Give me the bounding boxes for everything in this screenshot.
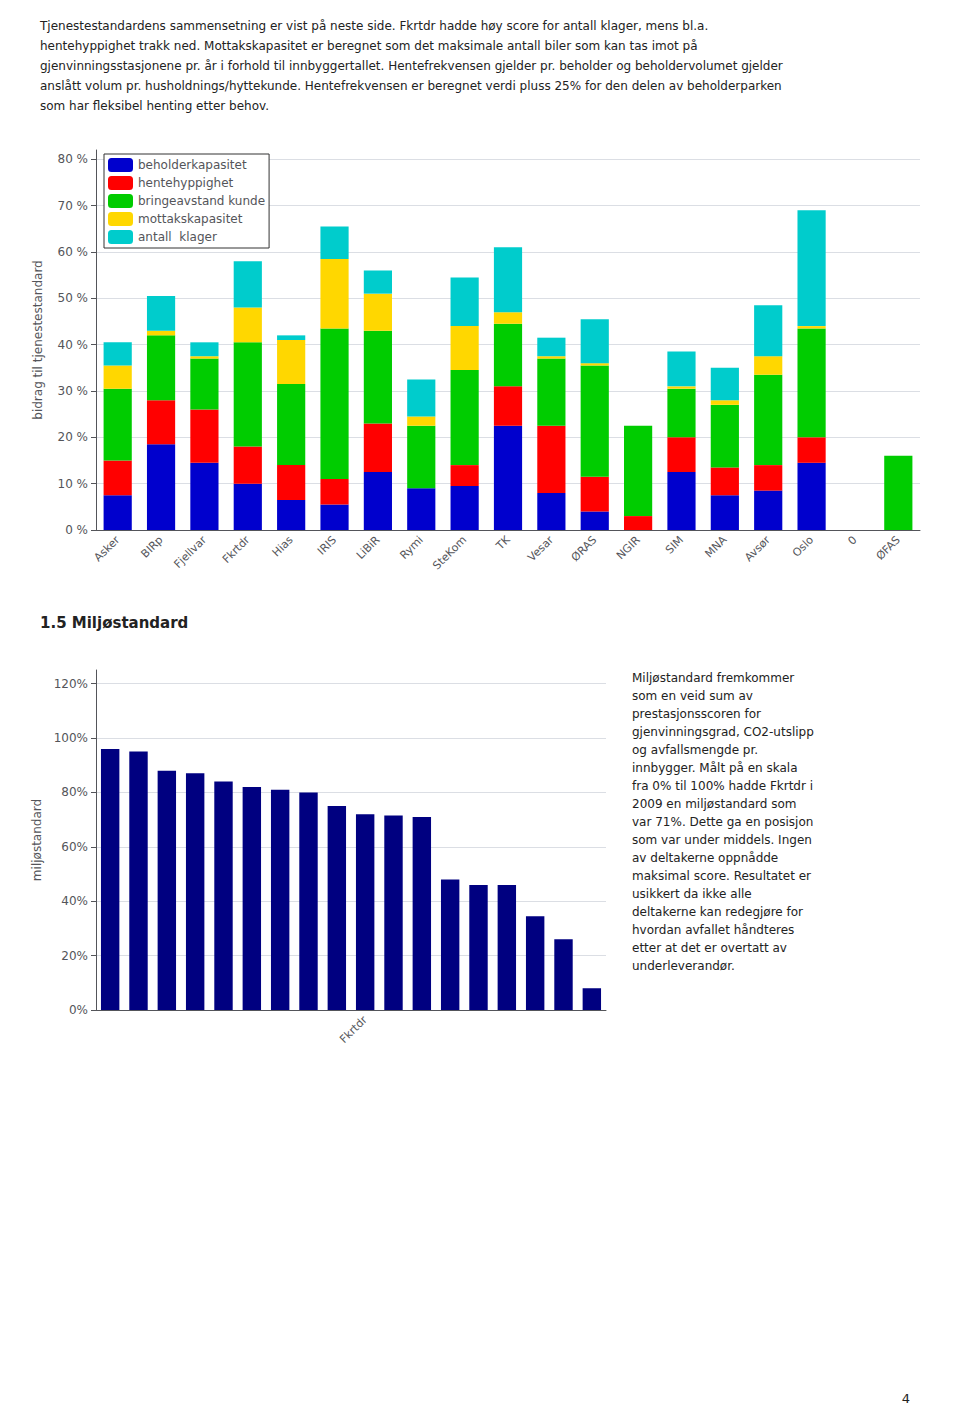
svg-text:som har fleksibel henting ette: som har fleksibel henting etter behov.	[40, 99, 269, 113]
svg-text:IRIS: IRIS	[315, 533, 339, 557]
svg-text:innbygger. Målt på en skala: innbygger. Målt på en skala	[632, 761, 798, 775]
svg-text:hentehyppighet: hentehyppighet	[138, 176, 234, 190]
svg-text:Fkrtdr: Fkrtdr	[337, 1013, 370, 1046]
svg-text:deltakerne kan redegjøre for: deltakerne kan redegjøre for	[632, 905, 803, 919]
svg-text:1.5 Miljøstandard: 1.5 Miljøstandard	[40, 614, 188, 632]
svg-text:ØFAS: ØFAS	[874, 533, 903, 562]
svg-text:bringeavstand kunde: bringeavstand kunde	[138, 194, 265, 208]
svg-text:prestasjonsscoren for: prestasjonsscoren for	[632, 707, 761, 721]
svg-text:20 %: 20 %	[58, 430, 89, 444]
svg-text:2009 en miljøstandard som: 2009 en miljøstandard som	[632, 797, 797, 811]
svg-text:60 %: 60 %	[58, 245, 89, 259]
svg-text:Miljøstandard fremkommer: Miljøstandard fremkommer	[632, 671, 794, 685]
svg-text:Rymi: Rymi	[397, 533, 425, 561]
svg-text:Fkrtdr: Fkrtdr	[220, 533, 253, 566]
svg-text:maksimal score. Resultatet er: maksimal score. Resultatet er	[632, 869, 811, 883]
svg-text:SteKom: SteKom	[430, 533, 469, 572]
svg-text:som en veid sum av: som en veid sum av	[632, 689, 753, 703]
svg-text:som var under middels. Ingen: som var under middels. Ingen	[632, 833, 812, 847]
svg-text:TK: TK	[493, 533, 513, 553]
svg-text:40%: 40%	[61, 894, 88, 908]
svg-text:mottakskapasitet: mottakskapasitet	[138, 212, 243, 226]
svg-text:fra 0% til 100% hadde Fkrtdr i: fra 0% til 100% hadde Fkrtdr i	[632, 779, 813, 793]
svg-text:0 %: 0 %	[65, 523, 88, 537]
svg-text:hvordan avfallet håndteres: hvordan avfallet håndteres	[632, 923, 794, 937]
svg-text:10 %: 10 %	[58, 477, 89, 491]
svg-text:gjenvinningsstasjonene pr. år: gjenvinningsstasjonene pr. år i forhold …	[40, 59, 783, 73]
svg-text:120%: 120%	[54, 677, 88, 691]
svg-text:20%: 20%	[61, 949, 88, 963]
svg-text:beholderkapasitet: beholderkapasitet	[138, 158, 247, 172]
svg-text:0: 0	[845, 533, 859, 547]
svg-text:LiBiR: LiBiR	[354, 533, 383, 562]
svg-text:og avfallsmengde pr.: og avfallsmengde pr.	[632, 743, 758, 757]
svg-text:hentehyppighet trakk ned. Mott: hentehyppighet trakk ned. Mottakskapasit…	[40, 39, 698, 53]
svg-text:30 %: 30 %	[58, 384, 89, 398]
svg-text:ØRAS: ØRAS	[569, 533, 600, 564]
svg-text:etter at det er overtatt av: etter at det er overtatt av	[632, 941, 787, 955]
svg-text:70 %: 70 %	[58, 199, 89, 213]
svg-text:underleverandør.: underleverandør.	[632, 959, 735, 973]
svg-text:4: 4	[902, 1391, 910, 1406]
svg-text:40 %: 40 %	[58, 338, 89, 352]
svg-text:gjenvinningsgrad, CO2-utslipp: gjenvinningsgrad, CO2-utslipp	[632, 725, 814, 739]
svg-text:80%: 80%	[61, 785, 88, 799]
svg-text:BIRp: BIRp	[139, 533, 166, 560]
svg-text:MNA: MNA	[702, 533, 729, 560]
svg-text:bidrag til tjenestestandard: bidrag til tjenestestandard	[31, 260, 45, 419]
svg-text:Hias: Hias	[270, 533, 296, 559]
svg-text:var 71%. Dette ga en posisjon: var 71%. Dette ga en posisjon	[632, 815, 813, 829]
svg-text:Tjenestestandardens sammensetn: Tjenestestandardens sammensetning er vis…	[39, 19, 708, 33]
svg-text:Oslo: Oslo	[790, 533, 816, 559]
svg-text:80 %: 80 %	[58, 152, 89, 166]
svg-text:miljøstandard: miljøstandard	[30, 799, 44, 881]
svg-text:Fjellvar: Fjellvar	[172, 533, 210, 571]
svg-text:SIM: SIM	[663, 533, 686, 556]
svg-text:Vesar: Vesar	[525, 533, 556, 564]
svg-text:Asker: Asker	[92, 533, 123, 564]
svg-text:60%: 60%	[61, 840, 88, 854]
svg-text:anslått volum pr. husholdnings: anslått volum pr. husholdnings/hyttekund…	[40, 79, 782, 93]
svg-text:av deltakerne oppnådde: av deltakerne oppnådde	[632, 851, 778, 865]
svg-text:usikkert da ikke alle: usikkert da ikke alle	[632, 887, 752, 901]
svg-text:50 %: 50 %	[58, 291, 89, 305]
svg-text:NGIR: NGIR	[614, 533, 643, 562]
svg-text:0%: 0%	[69, 1003, 88, 1017]
svg-text:Avsør: Avsør	[742, 533, 773, 564]
svg-text:100%: 100%	[54, 731, 88, 745]
svg-text:antall klager: antall klager	[138, 230, 217, 244]
